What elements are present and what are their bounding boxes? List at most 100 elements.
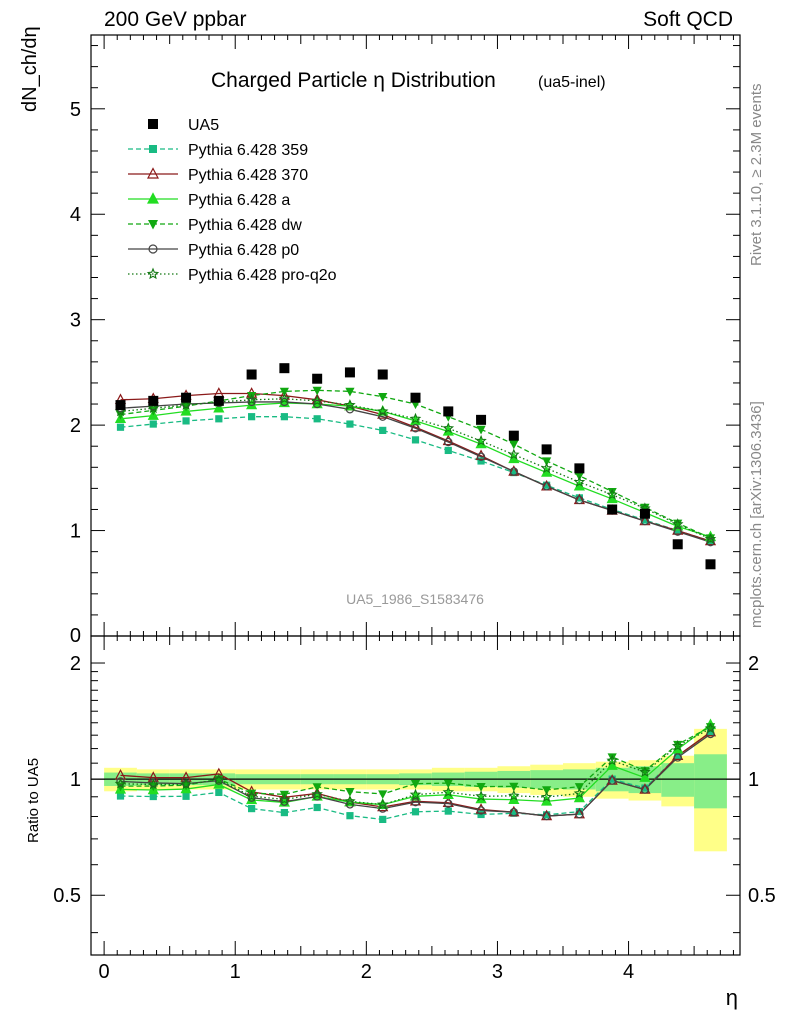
series-point-pq2o <box>245 393 258 405</box>
ratio-tick-label-right: 1 <box>748 769 759 791</box>
data-point <box>705 559 716 570</box>
legend-marker-pp0 <box>148 244 158 254</box>
series-point-p359 <box>280 413 288 421</box>
series-point-p359 <box>674 526 682 535</box>
series-point-pq2o <box>573 476 586 487</box>
y-tick-label: 4 <box>70 204 81 226</box>
ratio-point-p359 <box>215 788 223 797</box>
ratio-point-p359 <box>411 808 420 816</box>
series-point-pdw <box>542 457 552 467</box>
series-point-pq2o <box>704 532 717 544</box>
series-point-p359 <box>411 436 420 444</box>
legend-label-pq2o: Pythia 6.428 pro-q2o <box>188 267 337 284</box>
ratio-point-pp0 <box>575 809 584 819</box>
ratio-point-pq2o <box>409 788 422 800</box>
ratio-point-p370 <box>475 803 487 814</box>
series-point-p359 <box>641 516 649 524</box>
ratio-point-p370 <box>409 794 422 806</box>
ratio-point-pq2o <box>671 739 684 752</box>
ratio-point-pp0 <box>444 799 453 808</box>
ratio-point-pq2o <box>475 790 487 802</box>
ratio-point-pp0 <box>214 776 224 785</box>
ratio-point-pp0 <box>607 776 617 785</box>
legend-marker-p370 <box>147 167 159 179</box>
ratio-point-p370 <box>442 796 454 807</box>
watermark-label: UA5_1986_S1583476 <box>346 591 484 607</box>
data-point <box>181 392 192 403</box>
y-axis-label: dN_ch/dη <box>19 26 41 112</box>
x-tick-label: 2 <box>361 961 372 983</box>
ratio-point-pp0 <box>542 811 551 821</box>
ratio-point-pp0 <box>378 804 387 813</box>
ratio-tick-label: 2 <box>70 653 81 675</box>
ratio-point-p359 <box>379 815 387 824</box>
x-tick-label: 1 <box>230 961 241 983</box>
ratio-point-pq2o <box>180 778 192 790</box>
ratio-point-pp0 <box>247 793 256 802</box>
ratio-point-pq2o <box>573 787 586 799</box>
ratio-point-pq2o <box>311 788 323 800</box>
x-tick-label: 4 <box>623 961 634 983</box>
series-point-pa <box>213 401 225 413</box>
data-point <box>410 392 421 403</box>
series-point-p370 <box>213 387 225 398</box>
series-point-pq2o <box>344 399 356 410</box>
series-point-p359 <box>149 420 157 428</box>
series-point-pp0 <box>706 537 715 547</box>
data-point <box>672 539 683 550</box>
ratio-band-inner <box>694 754 727 809</box>
data-point <box>476 414 487 425</box>
series-point-pq2o <box>540 462 553 474</box>
ratio-tick-label: 1 <box>70 769 81 791</box>
series-point-pdw <box>279 387 289 397</box>
ratio-point-pdw <box>443 779 453 789</box>
chart-title-tag: (ua5-inel) <box>538 74 606 91</box>
legend-label-p370: Pythia 6.428 370 <box>188 167 308 184</box>
ratio-axis-label: Ratio to UA5 <box>25 758 42 843</box>
ratio-point-pdw <box>312 783 322 792</box>
series-point-p359 <box>444 446 452 455</box>
y-tick-label: 3 <box>70 310 81 332</box>
series-point-pq2o <box>508 448 520 460</box>
ratio-tick-label-right: 2 <box>748 653 759 675</box>
series-point-pp0 <box>673 527 682 536</box>
series-point-p359 <box>182 417 190 425</box>
ratio-point-pq2o <box>245 790 258 802</box>
ratio-point-pp0 <box>673 753 682 762</box>
header-left: 200 GeV ppbar <box>104 8 247 31</box>
legend: UA5 Pythia 6.428 359 Pythia 6.428 370 Pythi… <box>128 117 337 284</box>
ratio-point-pq2o <box>704 722 717 734</box>
ratio-point-p370 <box>180 771 192 782</box>
y-tick-label: 2 <box>70 415 81 437</box>
chart-title: Charged Particle η Distribution <box>211 69 496 92</box>
series-point-p359 <box>248 413 256 421</box>
ratio-point-p359 <box>182 792 190 800</box>
series-point-p359 <box>313 415 321 423</box>
ratio-point-p359 <box>510 809 518 817</box>
series-point-pq2o <box>475 434 487 446</box>
data-point <box>213 395 224 406</box>
series-point-pdw <box>378 393 388 402</box>
series-point-pdw <box>640 503 650 513</box>
ratio-point-p359 <box>543 811 551 819</box>
ratio-point-pq2o <box>606 754 618 766</box>
y-tick-label: 0 <box>70 625 81 647</box>
series-point-pp0 <box>575 495 584 505</box>
x-tick-label: 0 <box>99 961 110 983</box>
ratio-point-p359 <box>608 775 616 783</box>
series-point-pq2o <box>606 488 618 500</box>
ratio-point-pp0 <box>411 797 420 807</box>
data-point <box>148 395 159 406</box>
legend-marker-pdw <box>148 220 158 230</box>
ratio-point-pq2o <box>213 773 225 785</box>
series-point-p370 <box>409 420 422 432</box>
legend-label-data: UA5 <box>188 117 219 134</box>
ratio-point-pq2o <box>114 777 127 789</box>
series-point-pq2o <box>671 518 684 530</box>
ratio-point-p359 <box>575 807 583 816</box>
ratio-point-pdw <box>509 782 519 792</box>
series-point-p359 <box>477 457 485 465</box>
y-tick-label: 5 <box>70 99 81 121</box>
ratio-point-pq2o <box>442 786 455 798</box>
ratio-point-pdw <box>345 788 355 797</box>
